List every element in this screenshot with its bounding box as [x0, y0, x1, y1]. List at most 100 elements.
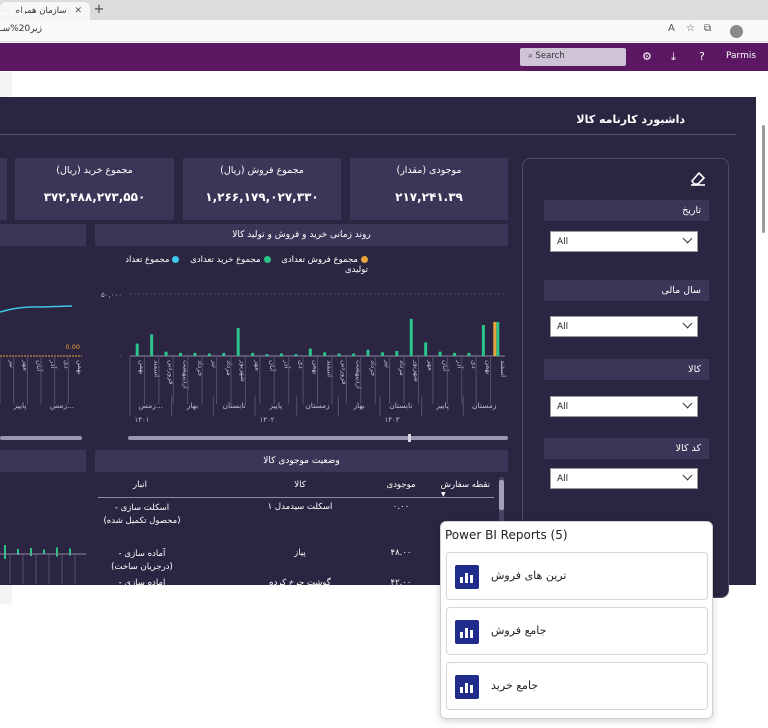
x-tick-label-month: شهریور	[412, 359, 420, 382]
filter-date-label: تاریخ	[544, 200, 709, 221]
browser-tab-strip: سازمان همراه ✕ +	[0, 0, 768, 20]
lower-bar	[69, 548, 71, 556]
search-icon: ⌕	[528, 51, 533, 61]
chart-legend: مجموع فروش تعدادی مجموع خرید تعدادی مجمو…	[98, 255, 368, 275]
profile-avatar[interactable]	[730, 25, 743, 38]
left-chart-scrollbar[interactable]	[0, 436, 82, 440]
legend-label: مجموع خرید تعدادی	[190, 255, 261, 265]
power-bi-icon	[455, 675, 479, 699]
close-tab-icon[interactable]: ✕	[74, 6, 82, 16]
download-icon[interactable]: ⤓	[671, 50, 676, 63]
bar-purchase	[207, 353, 211, 356]
address-bar[interactable]: زیر20%سـ A ☆ ⧉	[0, 20, 768, 42]
bar-purchase	[337, 353, 341, 356]
bar-purchase	[453, 352, 457, 356]
table-header-divider	[98, 497, 494, 498]
favorite-star-icon[interactable]: ☆	[686, 23, 695, 34]
filter-item-code-dropdown[interactable]: All	[550, 468, 698, 489]
report-item[interactable]: جامع فروش	[446, 607, 708, 655]
x-tick-label-season: بهار	[186, 401, 198, 410]
browser-tab-title: سازمان همراه	[15, 6, 67, 16]
x-tick-label-month: فروردین	[167, 360, 175, 384]
x-tick-label-month: مهر	[254, 359, 262, 371]
x-tick-label-month: تیر	[210, 359, 218, 368]
filter-item-code-label: کد کالا	[544, 438, 709, 459]
bar-purchase	[279, 353, 283, 356]
x-tick-label-month: دی	[297, 360, 305, 369]
bar-purchase	[366, 349, 370, 356]
read-aloud-icon[interactable]: A	[668, 23, 675, 34]
x-tick-label-season: تابستان	[223, 401, 246, 410]
kpi-value: ۱,۲۶۶,۱۷۹,۰۲۷,۳۳۰	[205, 190, 319, 204]
x-tick-label-month: آذر	[282, 359, 291, 369]
kpi-value: ۳۷۲,۴۸۸,۲۷۳,۵۵۰	[43, 190, 146, 204]
collections-icon[interactable]: ⧉	[704, 23, 712, 34]
app-bar	[0, 43, 768, 71]
browser-tab[interactable]: سازمان همراه ✕	[0, 2, 90, 20]
report-label: ترین های فروش	[491, 569, 567, 582]
x-tick-label-season: زمس...	[50, 401, 74, 410]
new-tab-button[interactable]: +	[93, 2, 105, 17]
legend-item-production: مجموع تعداد تولیدی	[125, 255, 368, 275]
kpi-label: مجموع فروش (ریال)	[220, 165, 304, 176]
x-tick-label-month: بهمن	[138, 360, 146, 375]
lower-bar	[56, 547, 58, 557]
x-tick-label-month: اسفند	[153, 360, 161, 377]
chart-scroll-thumb[interactable]	[408, 434, 411, 442]
kpi-card-inventory: موجودی (مقدار) ۲۱۷,۲۴۱.۳۹	[350, 158, 508, 220]
page-scrollbar[interactable]	[762, 125, 765, 233]
x-tick-label-season: بهار	[352, 401, 364, 410]
filter-item-dropdown[interactable]: All	[550, 396, 698, 417]
kpi-card-sales: مجموع فروش (ریال) ۱,۲۶۶,۱۷۹,۰۲۷,۳۳۰	[183, 158, 341, 220]
row2-warehouse: آماده سازی - (درجریان ساخت)	[111, 549, 173, 572]
url-text[interactable]: زیر20%سـ	[0, 24, 43, 34]
legend-label: مجموع تعداد تولیدی	[125, 255, 368, 275]
bar-purchase	[164, 351, 168, 356]
bar-purchase	[409, 318, 413, 356]
bar-purchase	[395, 351, 399, 356]
chevron-down-icon	[682, 233, 693, 244]
column-inventory[interactable]: موجودی	[386, 480, 416, 490]
filter-fiscal-year-label: سال مالی	[544, 280, 709, 301]
bar-sales	[493, 321, 497, 356]
x-tick-label-season: پاییز	[435, 401, 449, 410]
filter-fiscal-year-dropdown[interactable]: All	[550, 316, 698, 337]
row2-item: پیاز	[294, 548, 306, 558]
column-item[interactable]: کالا	[294, 480, 306, 490]
bar-purchase	[438, 351, 442, 356]
eraser-icon[interactable]	[688, 168, 708, 188]
search-input[interactable]: ⌕ Search	[520, 48, 626, 66]
x-tick-label-month: فروردین	[340, 360, 348, 384]
x-tick-label-season: پاییز	[268, 401, 282, 410]
chart-horizontal-scrollbar[interactable]	[128, 436, 508, 440]
sort-desc-icon[interactable]: ▼	[441, 491, 446, 498]
production-line	[0, 305, 73, 313]
x-tick-label-year: ۱۴۰۳	[384, 416, 399, 424]
column-order-point[interactable]: نقطه سفارش	[440, 480, 490, 490]
lower-bar	[43, 549, 45, 555]
help-icon[interactable]: ?	[699, 50, 705, 63]
bar-purchase	[308, 348, 312, 356]
settings-icon[interactable]: ⚙	[642, 50, 652, 63]
report-item[interactable]: ترین های فروش	[446, 552, 708, 600]
bar-purchase	[352, 353, 356, 356]
column-warehouse[interactable]: انبار	[133, 480, 147, 490]
x-tick-label-month: تیر	[383, 359, 391, 368]
app-name[interactable]: کارنامه	[0, 8, 27, 18]
x-tick-label-season: زمس...	[139, 401, 163, 410]
report-item[interactable]: جامع خرید	[446, 662, 708, 710]
bar-purchase	[294, 354, 298, 356]
filter-date-dropdown[interactable]: All	[550, 231, 698, 252]
table-scroll-thumb[interactable]	[499, 480, 504, 510]
user-name[interactable]: Parmis	[726, 51, 757, 61]
x-tick-label-month: دی	[63, 360, 71, 369]
x-tick-label-month: بهمن	[484, 360, 492, 375]
kpi-card-purchase: مجموع خرید (ریال) ۳۷۲,۴۸۸,۲۷۳,۵۵۰	[15, 158, 174, 220]
chevron-down-icon	[682, 398, 693, 409]
filter-item-code-value: All	[557, 474, 569, 484]
row2-qty: ۴۸.۰۰	[390, 548, 412, 558]
filter-item-label: کالا	[544, 359, 709, 380]
power-bi-icon	[455, 620, 479, 644]
row1-qty: ۰.۰۰	[392, 502, 410, 512]
left-lower-header	[0, 450, 86, 472]
